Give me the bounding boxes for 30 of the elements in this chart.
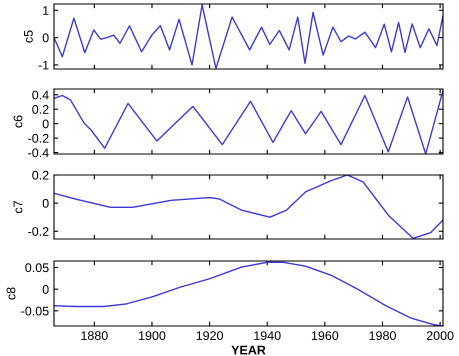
x-axis-title: YEAR <box>231 346 266 354</box>
x-tick-label: 1980 <box>370 331 396 340</box>
y-axis-title: c7 <box>14 201 22 214</box>
y-axis-title: c8 <box>6 287 16 300</box>
y-tick-label: -0.4 <box>28 148 49 158</box>
y-tick-label: 0.4 <box>32 90 49 100</box>
y-tick-label: 1 <box>43 6 49 15</box>
line-series <box>54 4 443 69</box>
x-tick-label: 1900 <box>139 331 166 340</box>
y-axis-title: c5 <box>24 30 33 43</box>
y-axis-title: c6 <box>14 115 22 128</box>
y-tick-label: -1 <box>38 60 49 70</box>
x-tick-label: 1940 <box>254 331 281 340</box>
line-series <box>54 90 443 154</box>
y-tick-label: 0 <box>42 198 49 208</box>
y-tick-label: 0.2 <box>32 105 49 114</box>
x-tick-label: 1960 <box>312 331 338 340</box>
line-series <box>54 175 443 239</box>
y-tick-label: -0.2 <box>28 134 49 143</box>
y-tick-label: 0 <box>42 33 49 42</box>
line-series <box>54 262 443 326</box>
y-tick-label: 0 <box>42 284 49 294</box>
y-tick-label: -0.2 <box>28 227 49 236</box>
x-tick-label: 1920 <box>196 331 224 340</box>
x-tick-label: 2000 <box>426 331 454 340</box>
y-tick-label: 0.2 <box>32 170 49 180</box>
x-tick-label: 1880 <box>81 331 108 340</box>
y-tick-label: 0.05 <box>25 263 49 272</box>
y-tick-label: -0.05 <box>21 306 49 316</box>
y-tick-label: 0 <box>42 119 49 128</box>
